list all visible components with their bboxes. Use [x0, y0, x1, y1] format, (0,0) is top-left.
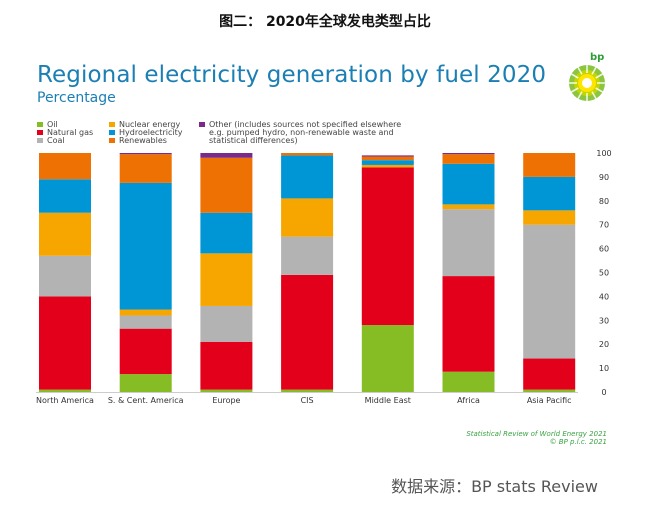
- bar-segment: [119, 309, 172, 316]
- legend-label: Renewables: [119, 136, 167, 145]
- legend-item-natural-gas: Natural gas: [37, 129, 93, 137]
- legend-item-other-line2: e.g. pumped hydro, non-renewable waste a…: [209, 128, 394, 137]
- bar-segment: [361, 155, 414, 157]
- legend-label: Coal: [47, 136, 65, 145]
- y-tick-label: 60: [599, 245, 609, 254]
- bar-segment: [39, 389, 91, 392]
- legend-label: Nuclear energy: [119, 120, 181, 129]
- bar-segment: [361, 167, 414, 326]
- legend-swatch: [109, 138, 115, 143]
- bar-segment: [200, 341, 253, 390]
- bar-segment: [39, 255, 91, 297]
- chart-credit: Statistical Review of World Energy 2021 …: [466, 430, 607, 446]
- x-tick-label: S. & Cent. America: [108, 396, 184, 405]
- y-tick-label: 50: [599, 269, 609, 278]
- legend-swatch: [109, 122, 115, 127]
- y-tick-label: 80: [599, 197, 609, 206]
- bar-segment: [119, 374, 172, 392]
- bar-segment: [39, 296, 91, 390]
- x-tick-label: CIS: [301, 396, 314, 405]
- bar-segment: [200, 153, 253, 158]
- bar-segment: [119, 315, 172, 329]
- x-tick-label: Asia Pacific: [527, 396, 572, 405]
- bar-segment: [281, 198, 334, 237]
- bar-segment: [119, 154, 172, 183]
- bar-segment: [119, 182, 172, 310]
- bar-segment: [39, 179, 91, 213]
- bp-logo-icon: [569, 65, 605, 101]
- bar-segment: [200, 157, 253, 213]
- bar-segment: [442, 371, 495, 392]
- bar-segment: [523, 224, 576, 359]
- legend-item-other-line3: statistical differences): [209, 136, 298, 145]
- x-tick-label: Europe: [212, 396, 240, 405]
- bar-segment: [200, 389, 253, 392]
- x-tick-label: Africa: [457, 396, 480, 405]
- bar-segment: [523, 153, 576, 177]
- bar-segment: [523, 176, 576, 211]
- legend-item-other: Other (includes sources not specified el…: [199, 121, 401, 129]
- data-source: 数据来源：BP stats Review: [391, 477, 598, 496]
- chart-subtitle: Percentage: [37, 90, 116, 106]
- legend-label: Oil: [47, 120, 58, 129]
- bar-segment: [442, 209, 495, 277]
- bar-segment: [442, 204, 495, 210]
- legend-item-oil: Oil: [37, 121, 58, 129]
- bar-segment: [39, 212, 91, 256]
- legend-label: Hydroelectricity: [119, 128, 183, 137]
- x-tick-label: Middle East: [365, 396, 411, 405]
- bar-segment: [281, 236, 334, 275]
- bar-segment: [119, 328, 172, 375]
- bp-logo-text: bp: [590, 52, 605, 63]
- bar-segment: [281, 153, 334, 156]
- legend-label: Other (includes sources not specified el…: [209, 120, 402, 129]
- legend-swatch: [37, 130, 43, 135]
- y-tick-label: 20: [599, 340, 609, 349]
- legend-item-renewables: Renewables: [109, 137, 167, 145]
- y-tick-label: 10: [599, 364, 609, 373]
- y-tick-label: 90: [599, 173, 609, 182]
- y-tick-label: 30: [599, 316, 609, 325]
- bar-segment: [523, 210, 576, 225]
- y-tick-label: 40: [599, 292, 609, 301]
- credit-line1: Statistical Review of World Energy 2021: [466, 430, 607, 438]
- legend-item-nuclear: Nuclear energy: [109, 121, 180, 129]
- bar-segment: [200, 253, 253, 306]
- legend-swatch: [109, 130, 115, 135]
- bar-segment: [442, 154, 495, 164]
- bar-segment: [361, 325, 414, 392]
- bar-segment: [523, 389, 576, 392]
- bar-segment: [39, 153, 91, 180]
- bar-segment: [361, 160, 414, 165]
- legend-swatch: [37, 138, 43, 143]
- y-tick-label: 70: [599, 221, 609, 230]
- legend-swatch: [199, 122, 205, 127]
- bar-segment: [281, 155, 334, 199]
- bar-segment: [119, 153, 172, 155]
- chart-title: Regional electricity generation by fuel …: [37, 62, 547, 88]
- legend-item-coal: Coal: [37, 137, 65, 145]
- bar-segment: [281, 274, 334, 390]
- bar-segment: [442, 163, 495, 205]
- legend-label: Natural gas: [47, 128, 94, 137]
- credit-line2: © BP p.l.c. 2021: [549, 438, 607, 446]
- y-tick-label: 0: [601, 388, 606, 397]
- legend-item-hydro: Hydroelectricity: [109, 129, 182, 137]
- bar-segment: [200, 212, 253, 254]
- bar-segment: [361, 164, 414, 168]
- x-tick-label: North America: [36, 396, 94, 405]
- bar-segment: [361, 156, 414, 161]
- bar-segment: [281, 389, 334, 392]
- legend-swatch: [37, 122, 43, 127]
- figure-caption: 图二： 2020年全球发电类型占比: [219, 14, 431, 30]
- bar-segment: [200, 305, 253, 342]
- y-tick-label: 100: [596, 149, 611, 158]
- bar-segment: [442, 276, 495, 372]
- bar-segment: [442, 153, 495, 155]
- bar-segment: [523, 358, 576, 390]
